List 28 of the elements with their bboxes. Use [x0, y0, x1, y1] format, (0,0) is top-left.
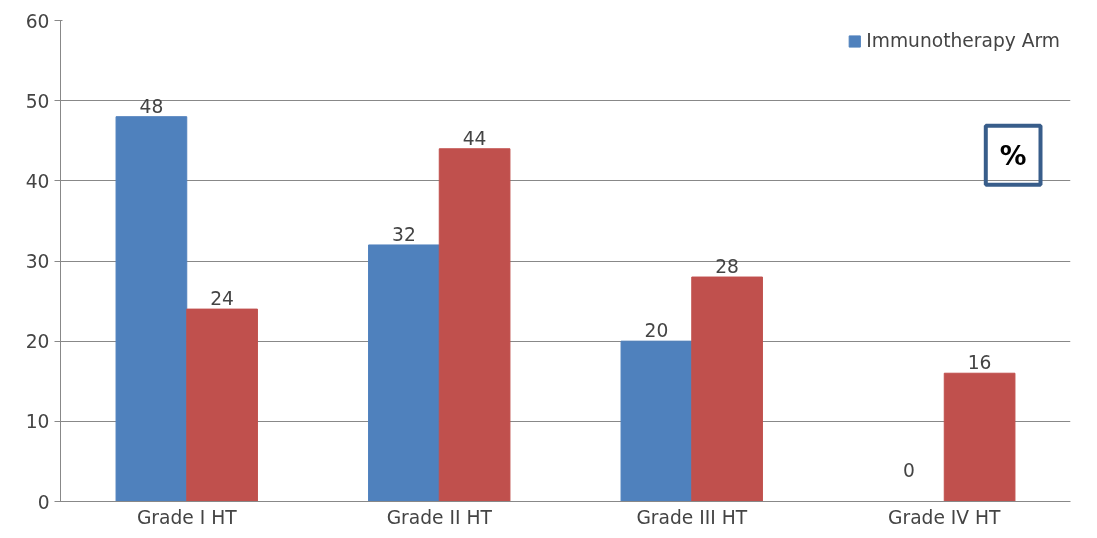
- data-label: 48: [139, 95, 164, 117]
- bar: [368, 244, 440, 502]
- bar: [186, 308, 258, 502]
- data-label: 28: [715, 256, 739, 278]
- y-tick-label: 50: [25, 90, 50, 112]
- data-label: 44: [462, 127, 487, 149]
- y-tick-label: 10: [25, 411, 50, 433]
- x-tick-label: Grade I HT: [136, 506, 238, 528]
- y-tick-label: 20: [25, 331, 50, 353]
- data-label: 20: [644, 320, 669, 342]
- y-tick-label: 40: [25, 170, 50, 192]
- bar: [943, 372, 1016, 502]
- bar: [115, 116, 188, 502]
- x-tick-label: Grade IV HT: [888, 506, 1002, 528]
- x-tick-label: Grade III HT: [636, 506, 748, 528]
- x-tick-label: Grade II HT: [386, 506, 493, 528]
- data-label: 0: [902, 459, 915, 481]
- bar: [691, 276, 763, 502]
- y-tick-label: 60: [25, 10, 50, 32]
- legend-label: Immunotherapy Arm: [866, 30, 1060, 51]
- y-tick-label: 30: [25, 251, 50, 272]
- data-label: 32: [392, 223, 416, 245]
- annotation: %: [999, 139, 1027, 171]
- bar: [438, 148, 511, 502]
- data-label: 24: [210, 288, 234, 310]
- data-label: 16: [967, 352, 992, 374]
- bar: [620, 340, 693, 502]
- y-tick-label: 0: [37, 491, 50, 513]
